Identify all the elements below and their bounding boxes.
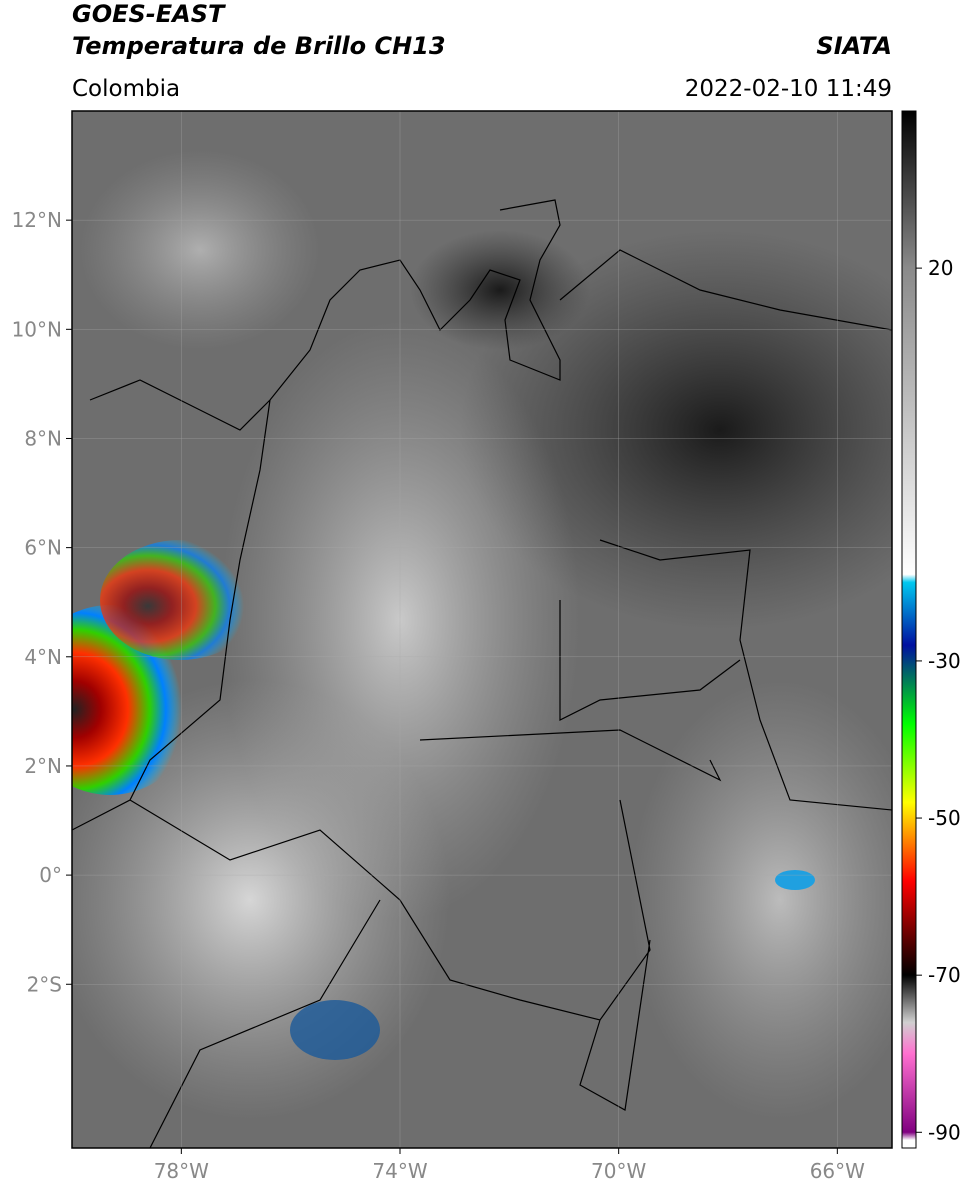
colorbar: [901, 110, 917, 1149]
x-tick-label: 70°W: [591, 1159, 646, 1183]
y-tick-label: 12°N: [12, 208, 62, 232]
y-tick-label: 2°S: [27, 972, 62, 996]
product: Temperatura de Brillo CH13: [72, 32, 446, 60]
region: Colombia: [72, 76, 180, 102]
agency: SIATA: [816, 32, 892, 60]
colorbar-tick-label: -70: [928, 963, 961, 987]
x-tick-label: 66°W: [810, 1159, 865, 1183]
satellite: GOES-EAST: [72, 0, 226, 28]
y-tick-label: 4°N: [24, 645, 62, 669]
x-tick-label: 74°W: [372, 1159, 427, 1183]
y-tick-label: 6°N: [24, 536, 62, 560]
grid: [72, 111, 892, 1148]
y-tick-label: 0°: [39, 863, 62, 887]
y-tick-label: 8°N: [24, 426, 62, 450]
colorbar-tick-label: -50: [928, 806, 961, 830]
datetime: 2022-02-10 11:49: [685, 76, 892, 102]
colorbar-tick-label: 20: [928, 256, 953, 280]
map-frame: [71, 110, 893, 1149]
imagery: [72, 111, 892, 1148]
colorbar-tick-label: -30: [928, 649, 961, 673]
y-tick-label: 2°N: [24, 754, 62, 778]
y-tick-label: 10°N: [12, 317, 62, 341]
x-tick-label: 78°W: [154, 1159, 209, 1183]
colorbar-tick-label: -90: [928, 1120, 961, 1144]
